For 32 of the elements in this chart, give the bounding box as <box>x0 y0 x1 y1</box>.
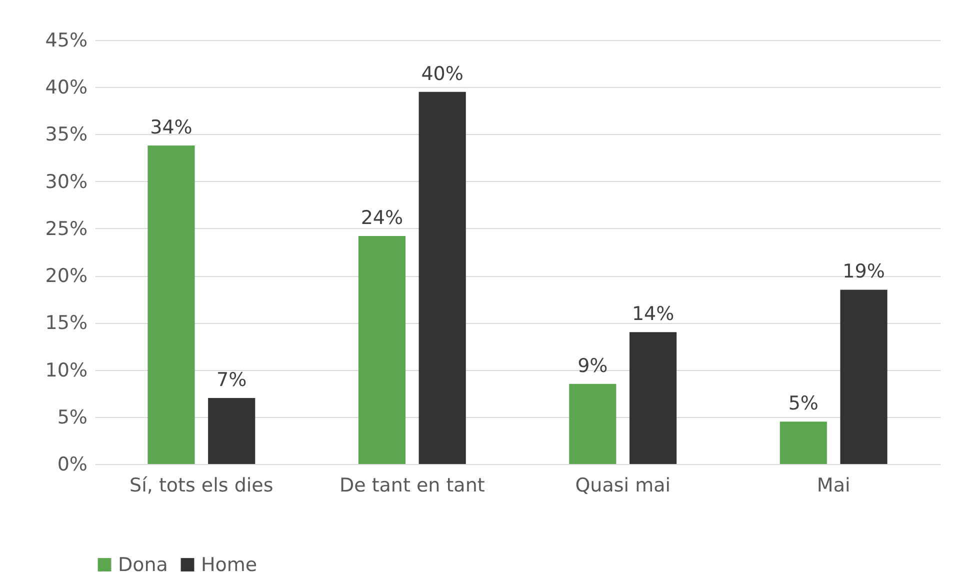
data-label: 7% <box>216 369 247 392</box>
y-tick-label: 20% <box>45 265 88 288</box>
x-tick-label: Sí, tots els dies <box>130 474 274 496</box>
bar <box>208 398 256 464</box>
data-label: 40% <box>421 62 464 85</box>
y-tick-label: 5% <box>57 406 88 428</box>
bar <box>569 384 616 464</box>
bar <box>840 290 888 464</box>
y-tick-label: 30% <box>45 170 88 193</box>
y-tick-label: 45% <box>45 30 88 52</box>
y-tick-label: 25% <box>45 218 88 240</box>
y-tick-label: 35% <box>45 124 88 146</box>
data-label: 19% <box>842 260 885 283</box>
bar <box>148 146 195 464</box>
x-tick-label: Mai <box>816 474 850 496</box>
data-label: 5% <box>788 392 818 415</box>
y-tick-label: 10% <box>45 359 88 382</box>
data-label: 24% <box>360 206 404 229</box>
legend-label: Dona <box>118 554 168 576</box>
data-label: 9% <box>578 354 608 377</box>
y-tick-label: 0% <box>57 454 88 476</box>
bar <box>418 92 466 464</box>
y-tick-label: 15% <box>45 312 88 334</box>
bar <box>780 422 827 464</box>
data-label: 14% <box>632 303 674 326</box>
bar <box>358 236 406 464</box>
y-tick-label: 40% <box>45 76 88 99</box>
x-tick-label: Quasi mai <box>575 474 671 496</box>
legend-label: Home <box>201 554 258 576</box>
bar <box>630 332 677 464</box>
data-label: 34% <box>150 116 192 139</box>
x-tick-label: De tant en tant <box>339 474 485 496</box>
